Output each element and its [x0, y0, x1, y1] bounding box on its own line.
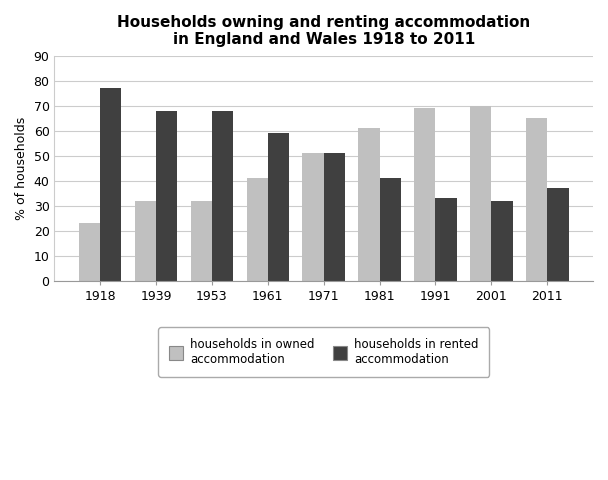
Bar	[247, 178, 268, 281]
Bar	[547, 188, 568, 281]
Bar	[358, 128, 379, 281]
Bar	[470, 106, 491, 281]
Y-axis label: % of households: % of households	[15, 117, 28, 220]
Bar	[435, 198, 457, 281]
Legend: households in owned
accommodation, households in rented
accommodation: households in owned accommodation, house…	[159, 327, 489, 377]
Bar	[100, 88, 122, 281]
Bar	[323, 153, 345, 281]
Bar	[414, 108, 435, 281]
Bar	[268, 133, 289, 281]
Bar	[379, 178, 401, 281]
Bar	[156, 110, 178, 281]
Title: Households owning and renting accommodation
in England and Wales 1918 to 2011: Households owning and renting accommodat…	[117, 15, 530, 48]
Bar	[526, 118, 547, 281]
Bar	[79, 223, 100, 281]
Bar	[135, 201, 156, 281]
Bar	[212, 110, 233, 281]
Bar	[491, 201, 513, 281]
Bar	[302, 153, 323, 281]
Bar	[191, 201, 212, 281]
